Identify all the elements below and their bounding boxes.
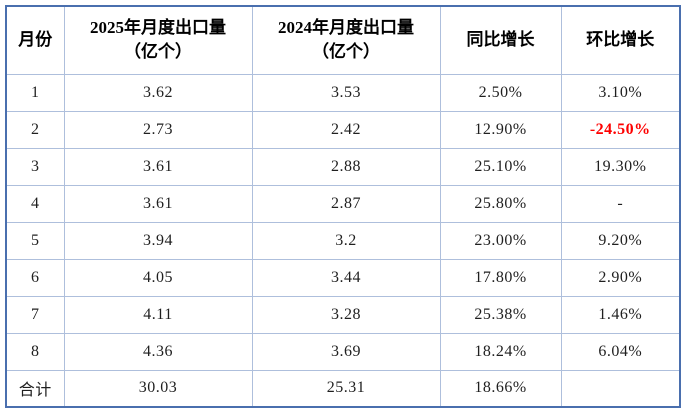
cell-mom-growth: 2.90% [560,258,681,297]
cell-yoy-growth: 2.50% [439,73,562,112]
cell-yoy-growth: 18.24% [439,332,562,371]
cell-yoy-growth: 25.38% [439,295,562,334]
cell-2024-volume: 3.69 [251,332,441,371]
cell-2024-volume: 2.87 [251,184,441,223]
cell-month: 3 [5,147,65,186]
header-row: 月份 2025年月度出口量 （亿个） 2024年月度出口量 （亿个） 同比增长 … [5,5,681,75]
cell-yoy-growth: 17.80% [439,258,562,297]
cell-2025-volume: 2.73 [63,110,253,149]
cell-mom-growth-total [560,369,681,408]
cell-2025-volume: 3.94 [63,221,253,260]
table-row-month-7: 7 4.11 3.28 25.38% 1.46% [5,295,681,334]
cell-mom-growth: - [560,184,681,223]
cell-2025-volume: 4.11 [63,295,253,334]
cell-total-label: 合计 [5,369,65,408]
export-volume-table: 月份 2025年月度出口量 （亿个） 2024年月度出口量 （亿个） 同比增长 … [5,5,681,408]
cell-month: 6 [5,258,65,297]
col-header-mom: 环比增长 [560,5,681,75]
cell-month: 4 [5,184,65,223]
cell-2025-volume: 4.05 [63,258,253,297]
cell-2025-volume: 3.61 [63,184,253,223]
table-row-month-2: 2 2.73 2.42 12.90% -24.50% [5,110,681,149]
cell-mom-growth: 3.10% [560,73,681,112]
cell-month: 1 [5,73,65,112]
table-row-month-8: 8 4.36 3.69 18.24% 6.04% [5,332,681,371]
table-row-month-1: 1 3.62 3.53 2.50% 3.10% [5,73,681,112]
col-header-month: 月份 [5,5,65,75]
cell-yoy-growth: 12.90% [439,110,562,149]
col-header-2024-line2: （亿个） [312,42,380,62]
cell-2024-volume: 3.2 [251,221,441,260]
cell-yoy-growth-total: 18.66% [439,369,562,408]
col-header-2025-line1: 2025年月度出口量 [90,17,226,37]
col-header-2024-line1: 2024年月度出口量 [278,17,414,37]
cell-month: 5 [5,221,65,260]
cell-month: 7 [5,295,65,334]
cell-2025-volume: 3.62 [63,73,253,112]
cell-yoy-growth: 25.10% [439,147,562,186]
table-row-total: 合计 30.03 25.31 18.66% [5,369,681,408]
cell-mom-growth: 19.30% [560,147,681,186]
cell-2024-volume: 3.53 [251,73,441,112]
cell-2024-volume-total: 25.31 [251,369,441,408]
table-row-month-5: 5 3.94 3.2 23.00% 9.20% [5,221,681,260]
cell-yoy-growth: 23.00% [439,221,562,260]
cell-mom-growth: 9.20% [560,221,681,260]
cell-2025-volume: 4.36 [63,332,253,371]
col-header-2024: 2024年月度出口量 （亿个） [251,5,441,75]
cell-month: 8 [5,332,65,371]
cell-yoy-growth: 25.80% [439,184,562,223]
cell-mom-growth: 6.04% [560,332,681,371]
cell-2024-volume: 2.88 [251,147,441,186]
col-header-2025: 2025年月度出口量 （亿个） [63,5,253,75]
table-body: 1 3.62 3.53 2.50% 3.10% 2 2.73 2.42 12.9… [5,73,681,408]
cell-month: 2 [5,110,65,149]
cell-mom-growth-negative: -24.50% [560,110,681,149]
cell-2025-volume: 3.61 [63,147,253,186]
cell-2024-volume: 2.42 [251,110,441,149]
table-row-month-4: 4 3.61 2.87 25.80% - [5,184,681,223]
col-header-yoy: 同比增长 [439,5,562,75]
cell-2025-volume-total: 30.03 [63,369,253,408]
table-row-month-3: 3 3.61 2.88 25.10% 19.30% [5,147,681,186]
cell-2024-volume: 3.28 [251,295,441,334]
table-header: 月份 2025年月度出口量 （亿个） 2024年月度出口量 （亿个） 同比增长 … [5,5,681,75]
col-header-2025-line2: （亿个） [124,42,192,62]
cell-mom-growth: 1.46% [560,295,681,334]
table-row-month-6: 6 4.05 3.44 17.80% 2.90% [5,258,681,297]
cell-2024-volume: 3.44 [251,258,441,297]
